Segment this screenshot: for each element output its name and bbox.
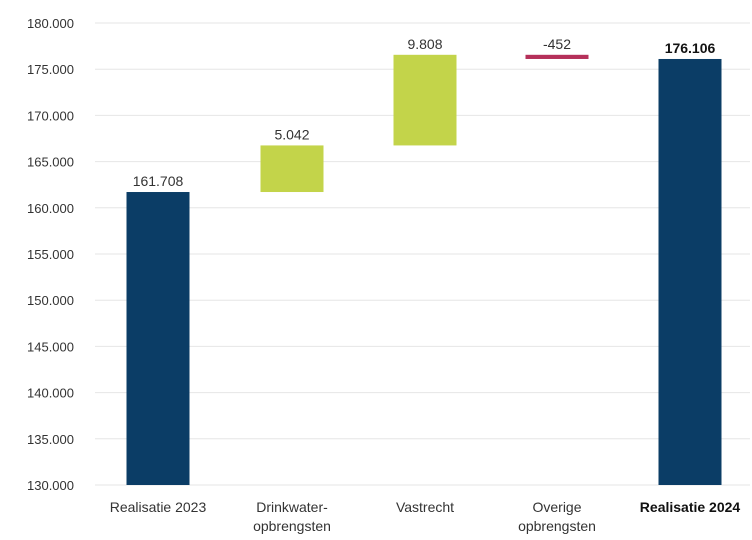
y-tick-label: 155.000 bbox=[27, 247, 74, 262]
data-label: -452 bbox=[543, 36, 571, 52]
category-label: Vastrecht bbox=[396, 499, 454, 515]
y-tick-label: 180.000 bbox=[27, 16, 74, 31]
y-tick-label: 170.000 bbox=[27, 108, 74, 123]
bar-total bbox=[658, 58, 722, 485]
y-tick-label: 135.000 bbox=[27, 432, 74, 447]
category-label: Overige bbox=[532, 499, 581, 515]
data-label: 9.808 bbox=[407, 36, 442, 52]
data-label: 5.042 bbox=[274, 126, 309, 142]
y-tick-label: 175.000 bbox=[27, 62, 74, 77]
y-tick-label: 140.000 bbox=[27, 386, 74, 401]
y-axis-ticks: 130.000 135.000 140.000 145.000 150.000 155.0… bbox=[27, 16, 74, 493]
y-tick-label: 160.000 bbox=[27, 201, 74, 216]
category-label: opbrengsten bbox=[518, 518, 596, 534]
y-tick-label: 150.000 bbox=[27, 293, 74, 308]
category-label: opbrengsten bbox=[253, 518, 331, 534]
data-label: 161.708 bbox=[133, 173, 184, 189]
bar-total bbox=[126, 192, 190, 486]
x-axis-ticks: Realisatie 2023 Drinkwater-opbrengsten Vas… bbox=[110, 499, 741, 534]
data-labels: 161.708 5.042 9.808 -452 176.106 bbox=[133, 36, 716, 189]
y-tick-label: 145.000 bbox=[27, 339, 74, 354]
bars bbox=[126, 54, 722, 486]
y-tick-label: 165.000 bbox=[27, 155, 74, 170]
bar-increase bbox=[393, 54, 457, 146]
y-tick-label: 130.000 bbox=[27, 478, 74, 493]
bar-increase bbox=[260, 145, 324, 193]
category-label: Realisatie 2024 bbox=[640, 499, 741, 515]
category-label: Realisatie 2023 bbox=[110, 499, 207, 515]
data-label: 176.106 bbox=[665, 40, 716, 56]
category-label: Drinkwater- bbox=[256, 499, 328, 515]
bar-decrease bbox=[525, 54, 589, 59]
